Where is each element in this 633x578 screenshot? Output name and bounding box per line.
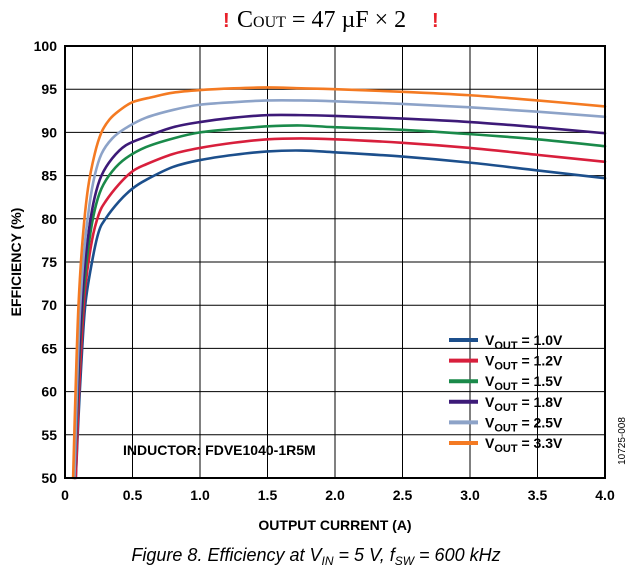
- inductor-annotation: INDUCTOR: FDVE1040-1R5M: [123, 442, 316, 458]
- x-axis-label: OUTPUT CURRENT (A): [258, 517, 411, 533]
- legend-entry: VOUT = 3.3V: [485, 435, 563, 455]
- y-tick-label: 50: [41, 470, 57, 486]
- cout-value: = 47 µF × 2: [286, 7, 406, 33]
- caption-vin-sub: IN: [322, 554, 334, 568]
- y-tick-label: 90: [41, 124, 57, 140]
- caption-mid: = 5 V, f: [334, 545, 397, 565]
- series-line-3-3v: [71, 86, 607, 480]
- legend-value: = 1.2V: [518, 353, 563, 369]
- figure-caption: Figure 8. Efficiency at VIN = 5 V, fSW =…: [131, 545, 500, 568]
- legend-sub: OUT: [494, 443, 518, 455]
- cout-sub: OUT: [253, 14, 286, 31]
- y-tick-label: 95: [41, 81, 57, 97]
- legend-entry: VOUT = 1.8V: [485, 394, 563, 414]
- y-tick-label: 80: [41, 211, 57, 227]
- y-axis-label: EFFICIENCY (%): [8, 208, 24, 317]
- x-tick-labels: 0 0.5 1.0 1.5 2.0 2.5 3.0 3.5 4.0: [61, 487, 615, 503]
- plot-frame: [64, 45, 606, 479]
- legend-sub: OUT: [494, 340, 518, 352]
- legend-value: = 1.8V: [518, 394, 563, 410]
- x-tick-label: 2.5: [393, 487, 413, 503]
- cout-header: ! COUT = 47 µF × 2 !: [223, 7, 439, 33]
- legend-v: V: [485, 394, 495, 410]
- legend-sub: OUT: [494, 361, 518, 373]
- x-tick-label: 3.0: [460, 487, 480, 503]
- caption-lead: Figure 8. Efficiency at V: [131, 545, 323, 565]
- legend-entry: VOUT = 1.2V: [485, 353, 563, 373]
- x-tick-label: 0: [61, 487, 69, 503]
- x-tick-label: 1.5: [258, 487, 278, 503]
- y-tick-label: 60: [41, 384, 57, 400]
- legend-sub: OUT: [494, 402, 518, 414]
- legend-entry: VOUT = 1.5V: [485, 373, 563, 393]
- legend-entry: VOUT = 1.0V: [485, 332, 563, 352]
- legend-v: V: [485, 373, 495, 389]
- legend-value: = 1.5V: [518, 373, 563, 389]
- legend-v: V: [485, 353, 495, 369]
- legend-v: V: [485, 332, 495, 348]
- curves: [71, 86, 607, 480]
- x-tick-label: 2.0: [325, 487, 345, 503]
- caption-tail: = 600 kHz: [414, 545, 501, 565]
- warning-mark-left: !: [223, 10, 230, 32]
- series-line-1-0v: [74, 149, 607, 480]
- legend-sub: OUT: [494, 422, 518, 434]
- x-tick-label: 0.5: [123, 487, 143, 503]
- legend-value: = 3.3V: [518, 435, 563, 451]
- figure-id: 10725-008: [617, 417, 628, 465]
- x-tick-label: 4.0: [595, 487, 615, 503]
- y-tick-labels: 50 55 60 65 70 75 80 85 90 95 100: [34, 38, 58, 486]
- warning-mark-right: !: [432, 10, 439, 32]
- legend-v: V: [485, 414, 495, 430]
- y-tick-label: 70: [41, 297, 57, 313]
- legend-v: V: [485, 435, 495, 451]
- y-tick-label: 85: [41, 168, 57, 184]
- caption-fsw-sub: SW: [395, 554, 416, 568]
- x-tick-label: 3.5: [528, 487, 548, 503]
- y-tick-label: 100: [34, 38, 58, 54]
- legend-value: = 1.0V: [518, 332, 563, 348]
- legend-sub: OUT: [494, 381, 518, 393]
- cout-c: C: [237, 7, 253, 33]
- y-tick-label: 55: [41, 427, 57, 443]
- cout-title: COUT = 47 µF × 2: [237, 7, 406, 33]
- series-line-2-5v: [73, 98, 607, 480]
- y-tick-label: 75: [41, 254, 57, 270]
- legend-entry: VOUT = 2.5V: [485, 414, 563, 434]
- legend-value: = 2.5V: [518, 414, 563, 430]
- series-line-1-2v: [74, 137, 607, 480]
- series-line-1-8v: [73, 113, 607, 480]
- x-tick-label: 1.0: [190, 487, 210, 503]
- y-tick-label: 65: [41, 340, 57, 356]
